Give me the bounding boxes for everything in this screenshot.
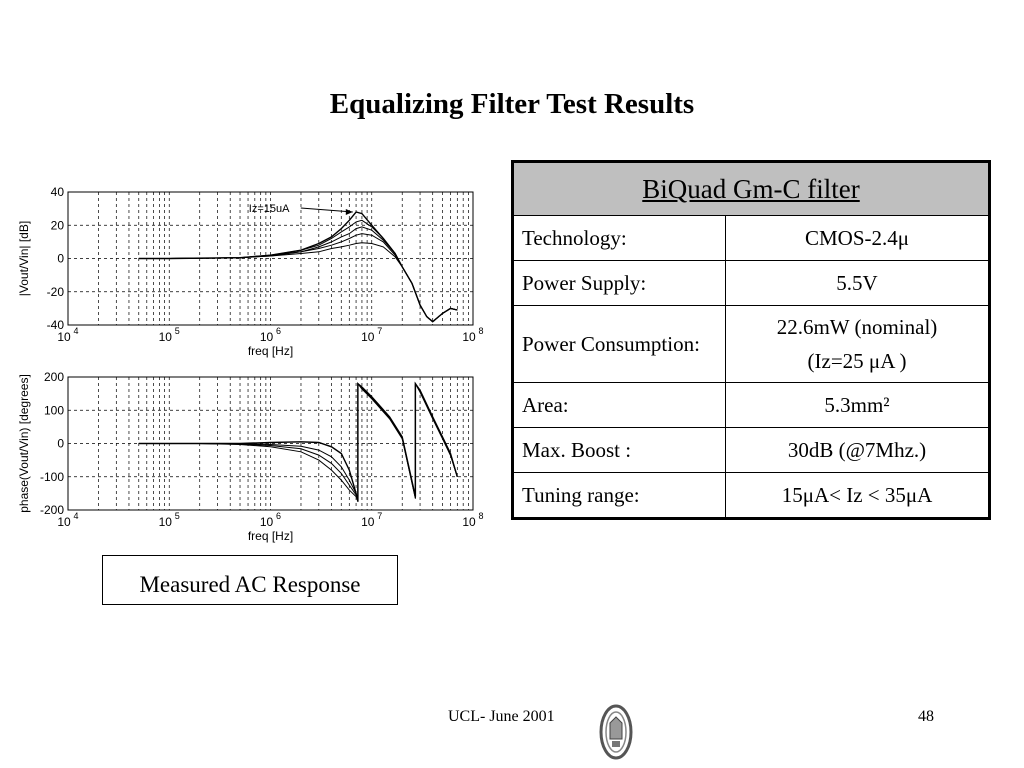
university-seal-icon [599, 704, 633, 760]
table-header: BiQuad Gm-C filter [512, 161, 990, 216]
phase-x-tick-label: 10 [462, 515, 476, 529]
mag-series-line [138, 211, 458, 323]
mag-annotation-arrowhead [345, 208, 353, 215]
mag-x-tick-exponent: 5 [175, 326, 180, 336]
specs-table: BiQuad Gm-C filter Technology: CMOS-2.4μ… [511, 160, 991, 520]
table-row: Technology: CMOS-2.4μ [512, 215, 990, 261]
table-row: Area: 5.3mm² [512, 382, 990, 428]
table-row: Power Supply: 5.5V [512, 260, 990, 306]
mag-annotation-arrow [300, 207, 353, 213]
mag-series-line [138, 226, 458, 323]
table-row: Power Consumption: 22.6mW (nominal) (Iz=… [512, 305, 990, 383]
row-label: Technology: [512, 215, 726, 261]
mag-x-tick-label: 10 [57, 330, 71, 344]
phase-axes-frame [67, 376, 474, 511]
phase-x-tick-label: 10 [57, 515, 71, 529]
row-value: 30dB (@7Mhz.) [725, 427, 990, 473]
phase-series-line [138, 381, 458, 502]
mag-series-line [138, 242, 458, 323]
phase-x-tick-label: 10 [159, 515, 173, 529]
phase-x-tick-exponent: 8 [478, 511, 483, 521]
row-value: 15μA< Iz < 35μA [725, 472, 990, 519]
row-value-line: (Iz=25 μA ) [807, 349, 907, 373]
row-label: Max. Boost : [512, 427, 726, 473]
footer-text: UCL- June 2001 [448, 708, 555, 725]
phase-x-tick-exponent: 7 [377, 511, 382, 521]
phase-x-tick-exponent: 6 [276, 511, 281, 521]
mag-x-tick-exponent: 4 [73, 326, 78, 336]
mag-y-axis-label: |Vout/Vin| [dB] [17, 221, 31, 296]
mag-x-axis-label: freq [Hz] [248, 344, 293, 358]
row-value: 5.3mm² [725, 382, 990, 428]
phase-y-tick-label: -200 [40, 503, 64, 517]
row-value: 22.6mW (nominal) (Iz=25 μA ) [725, 305, 990, 383]
row-value: CMOS-2.4μ [725, 215, 990, 261]
phase-y-tick-label: 100 [44, 403, 64, 417]
mag-y-tick-label: 20 [51, 218, 65, 232]
mag-x-tick-label: 10 [361, 330, 375, 344]
mag-y-tick-label: 0 [57, 252, 64, 266]
mag-x-tick-exponent: 8 [478, 326, 483, 336]
mag-x-tick-label: 10 [159, 330, 173, 344]
phase-y-axis-label: phase(Vout/Vin) [degrees] [17, 374, 31, 513]
phase-x-axis-label: freq [Hz] [248, 529, 293, 543]
mag-y-tick-label: 40 [51, 185, 65, 199]
mag-x-tick-exponent: 6 [276, 326, 281, 336]
table-row: Max. Boost : 30dB (@7Mhz.) [512, 427, 990, 473]
phase-y-tick-label: 200 [44, 370, 64, 384]
table-header-row: BiQuad Gm-C filter [512, 161, 990, 216]
phase-x-tick-label: 10 [260, 515, 274, 529]
phase-y-tick-label: 0 [57, 437, 64, 451]
slide-title: Equalizing Filter Test Results [329, 88, 695, 120]
phase-x-tick-exponent: 4 [73, 511, 78, 521]
mag-x-tick-label: 10 [260, 330, 274, 344]
page-number: 48 [918, 708, 934, 725]
row-value-line: 22.6mW (nominal) [776, 315, 938, 339]
mag-y-tick-label: -20 [47, 285, 65, 299]
table-row: Tuning range: 15μA< Iz < 35μA [512, 472, 990, 519]
mag-series-line [138, 233, 458, 323]
mag-annotation: Iz=15uA [249, 203, 290, 215]
caption-box: Measured AC Response [102, 555, 398, 605]
row-value: 5.5V [725, 260, 990, 306]
phase-series-line [138, 382, 458, 502]
phase-x-tick-exponent: 5 [175, 511, 180, 521]
mag-axes-frame [67, 191, 474, 326]
phase-x-tick-label: 10 [361, 515, 375, 529]
row-label: Power Supply: [512, 260, 726, 306]
row-label: Tuning range: [512, 472, 726, 519]
row-label: Area: [512, 382, 726, 428]
phase-y-tick-label: -100 [40, 470, 64, 484]
row-label: Power Consumption: [512, 305, 726, 383]
mag-y-tick-label: -40 [47, 318, 65, 332]
mag-x-tick-label: 10 [462, 330, 476, 344]
mag-x-tick-exponent: 7 [377, 326, 382, 336]
mag-series-line [138, 219, 458, 323]
caption-text: Measured AC Response [139, 572, 361, 597]
